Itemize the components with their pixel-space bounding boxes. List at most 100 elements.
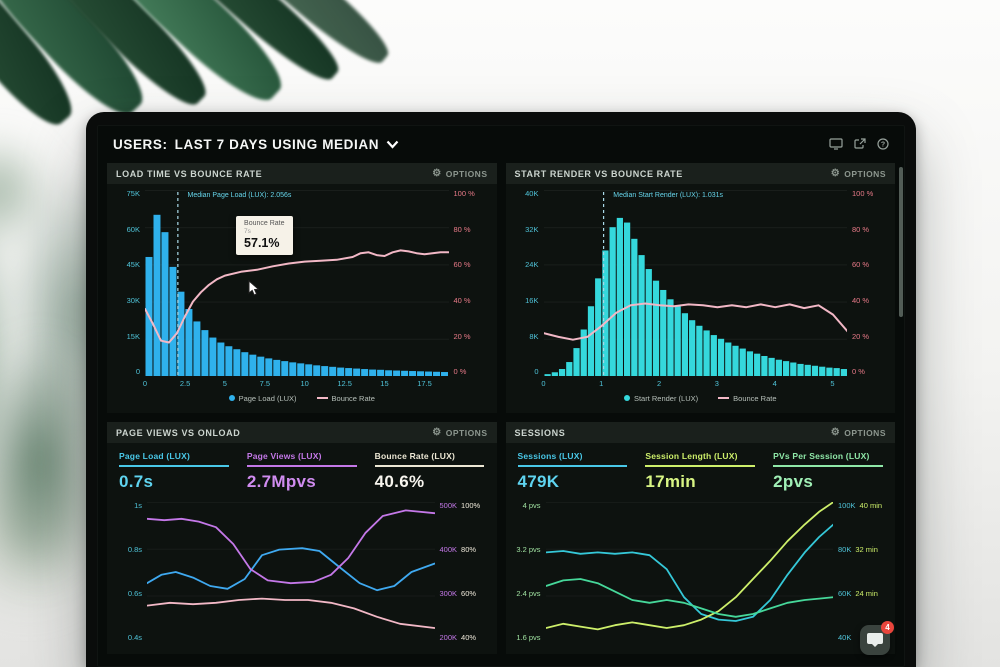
chart-tooltip: Bounce Rate 7s 57.1% — [236, 215, 293, 255]
options-button[interactable]: ⚙ OPTIONS — [432, 168, 487, 179]
legend-item[interactable]: Start Render (LUX) — [623, 394, 698, 403]
panel-load-time-vs-bounce-rate: LOAD TIME VS BOUNCE RATE ⚙ OPTIONS 75K 60… — [107, 163, 497, 413]
chart-sessions: 4 pvs 3.2 pvs 2.4 pvs 1.6 pvs 100K 40 min 80K… — [506, 496, 896, 642]
share-icon[interactable] — [854, 138, 866, 150]
x-tick: 12.5 — [337, 379, 352, 388]
metric-value: 40.6% — [374, 472, 425, 491]
axis-tick: 0 % — [852, 367, 865, 377]
options-label: OPTIONS — [844, 168, 886, 179]
help-icon[interactable]: ? — [877, 138, 889, 150]
gear-icon: ⚙ — [432, 426, 442, 438]
axis-tick: 16K — [525, 296, 539, 306]
panels-grid: LOAD TIME VS BOUNCE RATE ⚙ OPTIONS 75K 60… — [97, 163, 905, 654]
panel-page-views-vs-onload: PAGE VIEWS VS ONLOAD ⚙ OPTIONS Page Load… — [107, 422, 497, 654]
x-axis: 0 1 2 3 4 5 — [541, 376, 848, 389]
dashboard-header: USERS: LAST 7 DAYS USING MEDIAN ? — [97, 125, 905, 163]
y-axis-left: 4 pvs 3.2 pvs 2.4 pvs 1.6 pvs — [514, 502, 546, 642]
y-axis-right: 500K 100% 400K 80% 300K 60% 200K 40% — [435, 502, 489, 642]
metric-value: 2pvs — [773, 472, 814, 491]
axis-tick: 0.8s — [127, 545, 142, 555]
tooltip-value: 57.1% — [244, 235, 280, 250]
chat-widget-button[interactable]: 4 — [860, 621, 894, 655]
panel-title: START RENDER VS BOUNCE RATE — [514, 168, 683, 179]
plot-area[interactable]: Median Page Load (LUX): 2.056s Bounce Ra… — [143, 190, 449, 389]
axis-tick: 100K 40 min — [838, 501, 883, 510]
axis-tick: 1.6 pvs — [516, 633, 541, 643]
axis-tick: 80 % — [852, 224, 870, 234]
options-label: OPTIONS — [445, 427, 488, 438]
x-tick: 5 — [222, 379, 227, 388]
plot-area[interactable] — [147, 502, 435, 642]
axis-tick: 20 % — [852, 331, 870, 341]
metric-value: 0.7s — [119, 472, 154, 491]
axis-tick: 500K 100% — [439, 501, 481, 510]
scrollbar-thumb[interactable] — [899, 167, 903, 317]
gear-icon: ⚙ — [830, 167, 841, 179]
metric-label: PVs Per Session (LUX) — [773, 451, 883, 467]
metrics-row: Page Load (LUX) 0.7s Page Views (LUX) 2.… — [107, 443, 497, 496]
panel-header: PAGE VIEWS VS ONLOAD ⚙ OPTIONS — [107, 422, 497, 443]
panel-title: LOAD TIME VS BOUNCE RATE — [116, 168, 263, 179]
title-prefix: USERS: — [113, 136, 168, 152]
axis-tick: 40 % — [852, 296, 870, 306]
metric-bounce-rate: Bounce Rate (LUX) 40.6% — [374, 451, 485, 492]
legend-item[interactable]: Bounce Rate — [316, 394, 375, 403]
metric-label: Sessions (LUX) — [517, 451, 628, 467]
options-button[interactable]: ⚙ OPTIONS — [830, 167, 886, 179]
chart-page-views: 1s 0.8s 0.6s 0.4s 500K 100% 400K 80% 300K 60% 200… — [107, 496, 497, 642]
panel-header: START RENDER VS BOUNCE RATE ⚙ OPTIONS — [505, 163, 895, 184]
header-icons: ? — [829, 138, 889, 150]
y-axis-right: 100 % 80 % 60 % 40 % 20 % 0 % — [847, 190, 887, 376]
axis-tick: 40K — [838, 633, 852, 643]
panel-title: SESSIONS — [514, 427, 566, 438]
chart-legend: Start Render (LUX) Bounce Rate — [506, 389, 896, 407]
dashboard-screen: USERS: LAST 7 DAYS USING MEDIAN ? — [97, 125, 905, 667]
y-axis-left: 1s 0.8s 0.6s 0.4s — [115, 502, 147, 642]
axis-tick: 8K — [529, 331, 539, 341]
users-filter-dropdown[interactable]: USERS: LAST 7 DAYS USING MEDIAN — [113, 137, 399, 152]
legend-line-icon — [316, 397, 328, 399]
x-tick: 17.5 — [417, 379, 432, 388]
legend-item[interactable]: Bounce Rate — [718, 394, 777, 403]
x-tick: 2 — [657, 379, 662, 388]
metric-label: Session Length (LUX) — [645, 451, 756, 467]
plot-area[interactable] — [545, 502, 833, 642]
metric-label: Bounce Rate (LUX) — [374, 451, 485, 467]
notification-badge: 4 — [881, 621, 894, 634]
axis-tick: 30K — [126, 296, 140, 306]
tooltip-series: Bounce Rate — [244, 219, 285, 227]
options-label: OPTIONS — [844, 427, 886, 438]
plot-area[interactable]: Median Start Render (LUX): 1.031s 0 1 2 3 4 5 — [541, 190, 848, 389]
panel-sessions: SESSIONS ⚙ OPTIONS Sessions (LUX) 479K S… — [505, 422, 896, 654]
metric-session-length: Session Length (LUX) 17min — [645, 451, 756, 492]
x-tick: 7.5 — [259, 379, 271, 388]
chart-start-render: 40K 32K 24K 16K 8K 0 Median Start Render (LUX… — [506, 184, 896, 389]
axis-tick: 100 % — [852, 189, 874, 198]
metric-page-views: Page Views (LUX) 2.7Mpvs — [246, 451, 357, 492]
chart-load-time: 75K 60K 45K 30K 15K 0 Median Page Load (LUX):… — [107, 184, 497, 389]
axis-tick: 24K — [525, 260, 539, 270]
options-button[interactable]: ⚙ OPTIONS — [432, 426, 488, 438]
legend-dot-icon — [228, 395, 235, 401]
tooltip-x-value: 7s — [244, 227, 251, 235]
display-icon[interactable] — [829, 138, 843, 150]
median-annotation: Median Page Load (LUX): 2.056s — [187, 192, 292, 199]
axis-tick: 0.6s — [127, 589, 142, 599]
axis-tick: 100 % — [453, 189, 475, 198]
options-button[interactable]: ⚙ OPTIONS — [831, 427, 886, 438]
axis-tick: 0 % — [453, 367, 467, 377]
axis-tick: 0 — [135, 367, 140, 377]
legend-item[interactable]: Page Load (LUX) — [228, 394, 297, 403]
mouse-cursor — [248, 279, 260, 296]
x-tick: 4 — [772, 379, 777, 388]
y-axis-left: 40K 32K 24K 16K 8K 0 — [514, 190, 544, 376]
metrics-row: Sessions (LUX) 479K Session Length (LUX)… — [506, 443, 896, 496]
axis-tick: 60K 24 min — [838, 589, 878, 599]
median-annotation: Median Start Render (LUX): 1.031s — [613, 192, 724, 199]
axis-tick: 3.2 pvs — [516, 545, 541, 555]
svg-text:?: ? — [881, 142, 885, 149]
axis-tick: 15K — [126, 331, 140, 341]
axis-tick: 60 % — [453, 260, 471, 270]
panel-header: SESSIONS ⚙ OPTIONS — [505, 422, 895, 443]
legend-dot-icon — [623, 395, 630, 401]
